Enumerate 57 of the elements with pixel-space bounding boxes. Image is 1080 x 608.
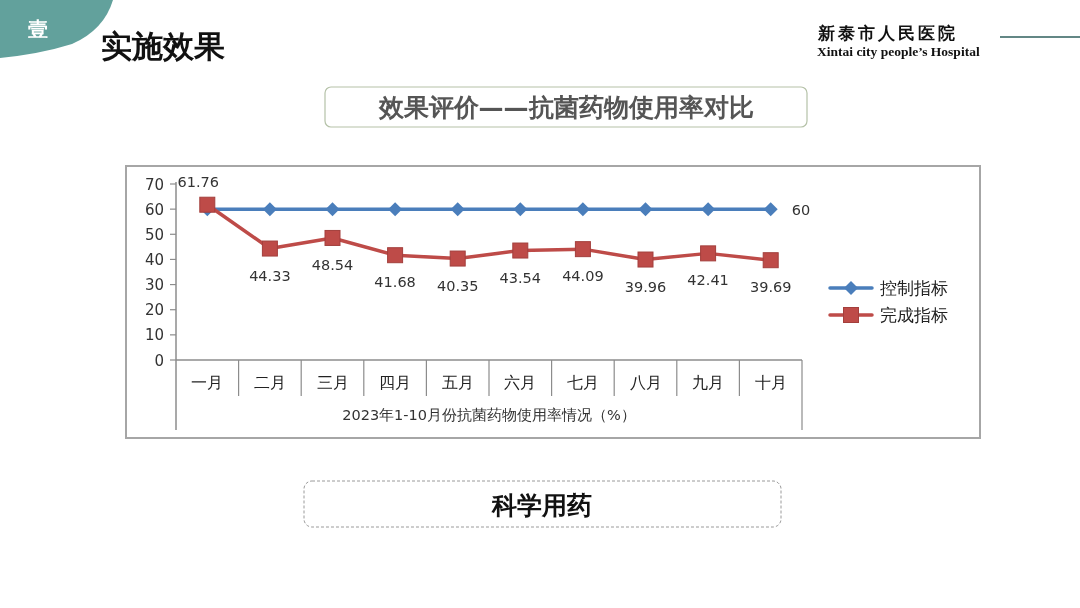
y-tick-label: 40	[144, 250, 164, 269]
point	[637, 251, 654, 268]
point	[324, 229, 341, 246]
point	[513, 202, 528, 217]
point	[387, 247, 404, 264]
point	[388, 202, 403, 217]
data-label: 40.35	[436, 277, 479, 294]
x-tick-label: 七月	[566, 373, 599, 392]
x-tick-label: 一月	[191, 373, 224, 392]
x-tick-label: 五月	[441, 373, 474, 392]
point	[325, 202, 340, 217]
x-tick-label: 六月	[504, 373, 537, 392]
data-label: 42.41	[687, 272, 729, 289]
data-label: 39.96	[624, 278, 667, 295]
point	[763, 202, 778, 217]
point	[262, 202, 277, 217]
point	[199, 196, 216, 213]
text: 壹	[28, 17, 48, 41]
point	[700, 245, 717, 262]
point	[701, 202, 716, 217]
y-tick-label: 60	[144, 200, 164, 219]
data-label: 43.54	[499, 269, 542, 286]
legend-label: 控制指标	[880, 278, 948, 298]
point	[762, 252, 779, 269]
x-tick-label: 十月	[754, 373, 787, 392]
data-label: 48.54	[311, 256, 354, 273]
point	[450, 202, 465, 217]
text: 科学用药	[491, 491, 592, 520]
data-label: 61.76	[177, 173, 220, 190]
y-tick-label: 50	[144, 225, 164, 244]
text: Xintai city people’s Hospital	[817, 44, 980, 59]
point	[449, 250, 466, 267]
point	[574, 241, 591, 258]
point	[575, 202, 590, 217]
chart-title: 实施效果	[101, 28, 225, 64]
y-tick-label: 20	[144, 301, 164, 320]
point	[261, 240, 278, 257]
data-label: 39.69	[749, 279, 792, 296]
legend-label: 完成指标	[880, 305, 948, 325]
data-label: 41.68	[374, 274, 416, 291]
text: 新泰市人民医院	[817, 23, 958, 43]
y-tick-label: 10	[144, 326, 164, 345]
point	[512, 242, 529, 259]
x-axis-title: 2023年1-10月份抗菌药物使用率情况（%）	[342, 407, 636, 423]
x-tick-label: 八月	[629, 373, 662, 392]
data-label: 44.09	[562, 268, 604, 285]
y-tick-label: 30	[144, 276, 164, 295]
data-label: 44.33	[249, 267, 291, 284]
x-tick-label: 三月	[316, 373, 349, 392]
point	[638, 202, 653, 217]
chart-subtitle: 效果评价——抗菌药物使用率对比	[377, 93, 754, 122]
x-tick-label: 二月	[253, 373, 286, 392]
x-tick-label: 四月	[379, 373, 412, 392]
y-tick-label: 0	[154, 351, 164, 370]
x-tick-label: 九月	[692, 373, 725, 392]
y-tick-label: 70	[144, 175, 164, 194]
data-label: 60	[791, 201, 811, 218]
